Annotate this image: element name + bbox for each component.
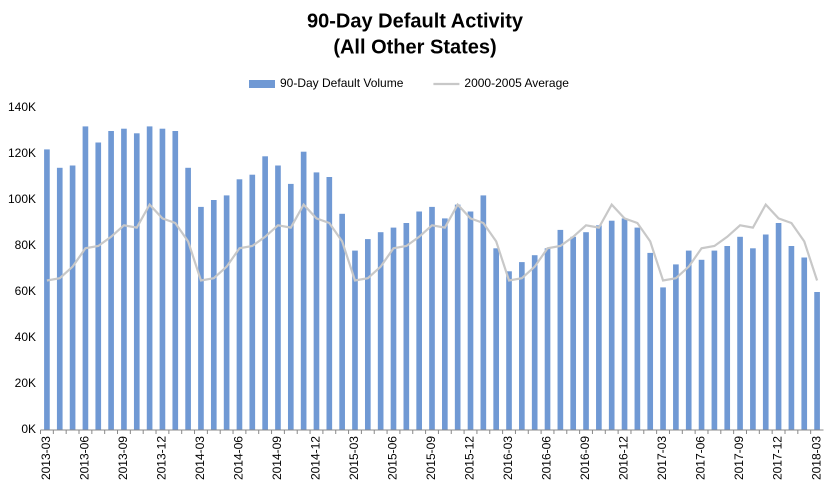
bar bbox=[121, 128, 127, 430]
x-tick-label: 2016-06 bbox=[540, 436, 554, 480]
x-tick-label: 2013-06 bbox=[78, 436, 92, 480]
bar bbox=[685, 250, 692, 430]
x-tick-label: 2013-12 bbox=[155, 436, 169, 480]
bar bbox=[377, 232, 384, 430]
bar bbox=[198, 206, 204, 430]
bar bbox=[352, 250, 358, 430]
legend-label: 90-Day Default Volume bbox=[280, 76, 404, 90]
y-tick-label: 140K bbox=[8, 100, 36, 114]
x-tick-label: 2015-06 bbox=[386, 436, 400, 480]
bar bbox=[108, 131, 114, 430]
bar bbox=[223, 195, 230, 430]
bar bbox=[172, 131, 179, 430]
bar bbox=[583, 232, 589, 430]
x-tick-label: 2013-03 bbox=[39, 436, 53, 480]
bar bbox=[762, 234, 769, 430]
bar bbox=[416, 211, 422, 430]
legend-swatch bbox=[249, 80, 275, 88]
bar bbox=[724, 246, 731, 430]
bar bbox=[608, 220, 615, 430]
y-tick-label: 80K bbox=[15, 238, 36, 252]
bar bbox=[287, 183, 294, 430]
bar bbox=[69, 165, 76, 430]
bar bbox=[519, 262, 525, 430]
bar bbox=[647, 252, 654, 430]
bar bbox=[313, 172, 320, 430]
bar bbox=[403, 223, 410, 430]
bar bbox=[634, 227, 641, 430]
bar bbox=[814, 292, 820, 430]
bar bbox=[275, 165, 281, 430]
chart-subtitle: (All Other States) bbox=[333, 36, 496, 58]
bar bbox=[775, 223, 782, 430]
bar bbox=[262, 156, 268, 431]
bar bbox=[557, 229, 564, 430]
bar bbox=[44, 149, 50, 430]
x-tick-label: 2015-09 bbox=[424, 436, 438, 480]
bar bbox=[454, 204, 461, 430]
bar bbox=[210, 200, 217, 430]
bar bbox=[249, 174, 256, 430]
x-tick-label: 2014-03 bbox=[193, 436, 207, 480]
bar bbox=[570, 236, 577, 430]
bar bbox=[82, 126, 89, 431]
y-tick-label: 40K bbox=[15, 330, 36, 344]
x-tick-label: 2014-09 bbox=[270, 436, 284, 480]
bar bbox=[429, 206, 435, 430]
bar bbox=[621, 218, 628, 430]
x-tick-label: 2015-03 bbox=[347, 436, 361, 480]
bar bbox=[711, 250, 718, 430]
bar bbox=[673, 264, 679, 430]
y-tick-label: 100K bbox=[8, 192, 36, 206]
x-tick-label: 2018-03 bbox=[809, 436, 823, 480]
bar bbox=[506, 271, 512, 430]
bar bbox=[326, 177, 333, 430]
bar bbox=[442, 218, 448, 430]
x-tick-label: 2014-12 bbox=[309, 436, 323, 480]
bar bbox=[531, 255, 538, 430]
bar bbox=[339, 213, 345, 430]
bar bbox=[493, 248, 500, 430]
bar bbox=[159, 128, 166, 430]
y-tick-label: 60K bbox=[15, 284, 36, 298]
line bbox=[46, 202, 819, 282]
x-tick-label: 2017-09 bbox=[732, 436, 746, 480]
bar bbox=[544, 248, 551, 430]
bar bbox=[737, 236, 743, 430]
x-tick-label: 2014-06 bbox=[232, 436, 246, 480]
y-tick-label: 120K bbox=[8, 146, 36, 160]
bar bbox=[236, 179, 243, 430]
legend-label: 2000-2005 Average bbox=[464, 76, 569, 90]
bar bbox=[801, 257, 808, 430]
bar bbox=[185, 167, 191, 431]
x-tick-label: 2015-12 bbox=[463, 436, 477, 480]
chart-title: 90-Day Default Activity bbox=[307, 10, 524, 32]
bar bbox=[56, 167, 63, 431]
y-tick-label: 20K bbox=[15, 376, 36, 390]
bar bbox=[596, 225, 602, 430]
bar bbox=[660, 287, 666, 430]
bar bbox=[390, 227, 397, 430]
bar bbox=[364, 239, 371, 430]
bar bbox=[95, 142, 102, 430]
bar bbox=[300, 151, 307, 430]
x-tick-label: 2016-12 bbox=[617, 436, 631, 480]
bar bbox=[467, 211, 474, 430]
x-tick-label: 2016-09 bbox=[578, 436, 592, 480]
x-tick-label: 2013-09 bbox=[116, 436, 130, 480]
bar bbox=[788, 246, 795, 430]
bar bbox=[698, 259, 705, 430]
y-tick-label: 0K bbox=[21, 422, 36, 436]
bar bbox=[750, 248, 756, 430]
x-tick-label: 2016-03 bbox=[501, 436, 515, 480]
bar bbox=[133, 133, 140, 431]
bar bbox=[480, 195, 487, 430]
x-tick-label: 2017-03 bbox=[655, 436, 669, 480]
x-tick-label: 2017-12 bbox=[771, 436, 785, 480]
x-tick-label: 2017-06 bbox=[694, 436, 708, 480]
bar bbox=[146, 126, 153, 431]
